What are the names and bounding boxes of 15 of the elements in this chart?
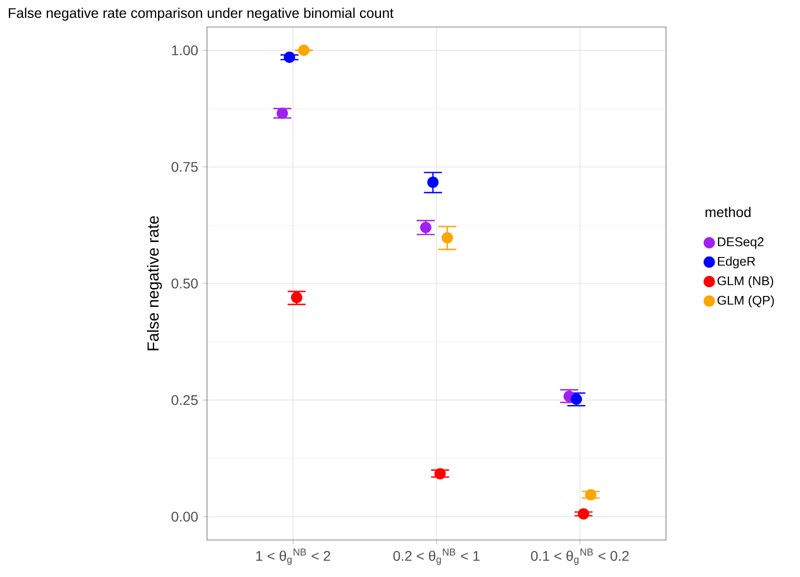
legend-label: EdgeR [718, 256, 756, 268]
x-tick-label: 1 < θ$_{g}$$^{NB}$ < 2 [256, 548, 330, 565]
chart-title: False negative rate comparison under negative binomial count [8, 8, 394, 21]
y-axis-title: False negative rate [146, 216, 162, 350]
y-tick-label: 0.25 [172, 395, 198, 406]
legend-label: GLM (NB) [718, 276, 774, 288]
legend-title: method [706, 206, 750, 218]
legend-label: DESeq2 [718, 237, 764, 249]
y-tick-label: 0.00 [172, 512, 198, 522]
x-tick-label: 0.2 < θ$_{g}$$^{NB}$ < 1 [393, 548, 480, 565]
y-tick-label: 0.75 [172, 162, 198, 172]
legend-label: GLM (QP) [718, 296, 774, 308]
y-tick-label: 1.00 [172, 45, 198, 56]
x-tick-label: 0.1 < θ$_{g}$$^{NB}$ < 0.2 [530, 548, 629, 565]
y-tick-label: 0.50 [172, 278, 198, 288]
